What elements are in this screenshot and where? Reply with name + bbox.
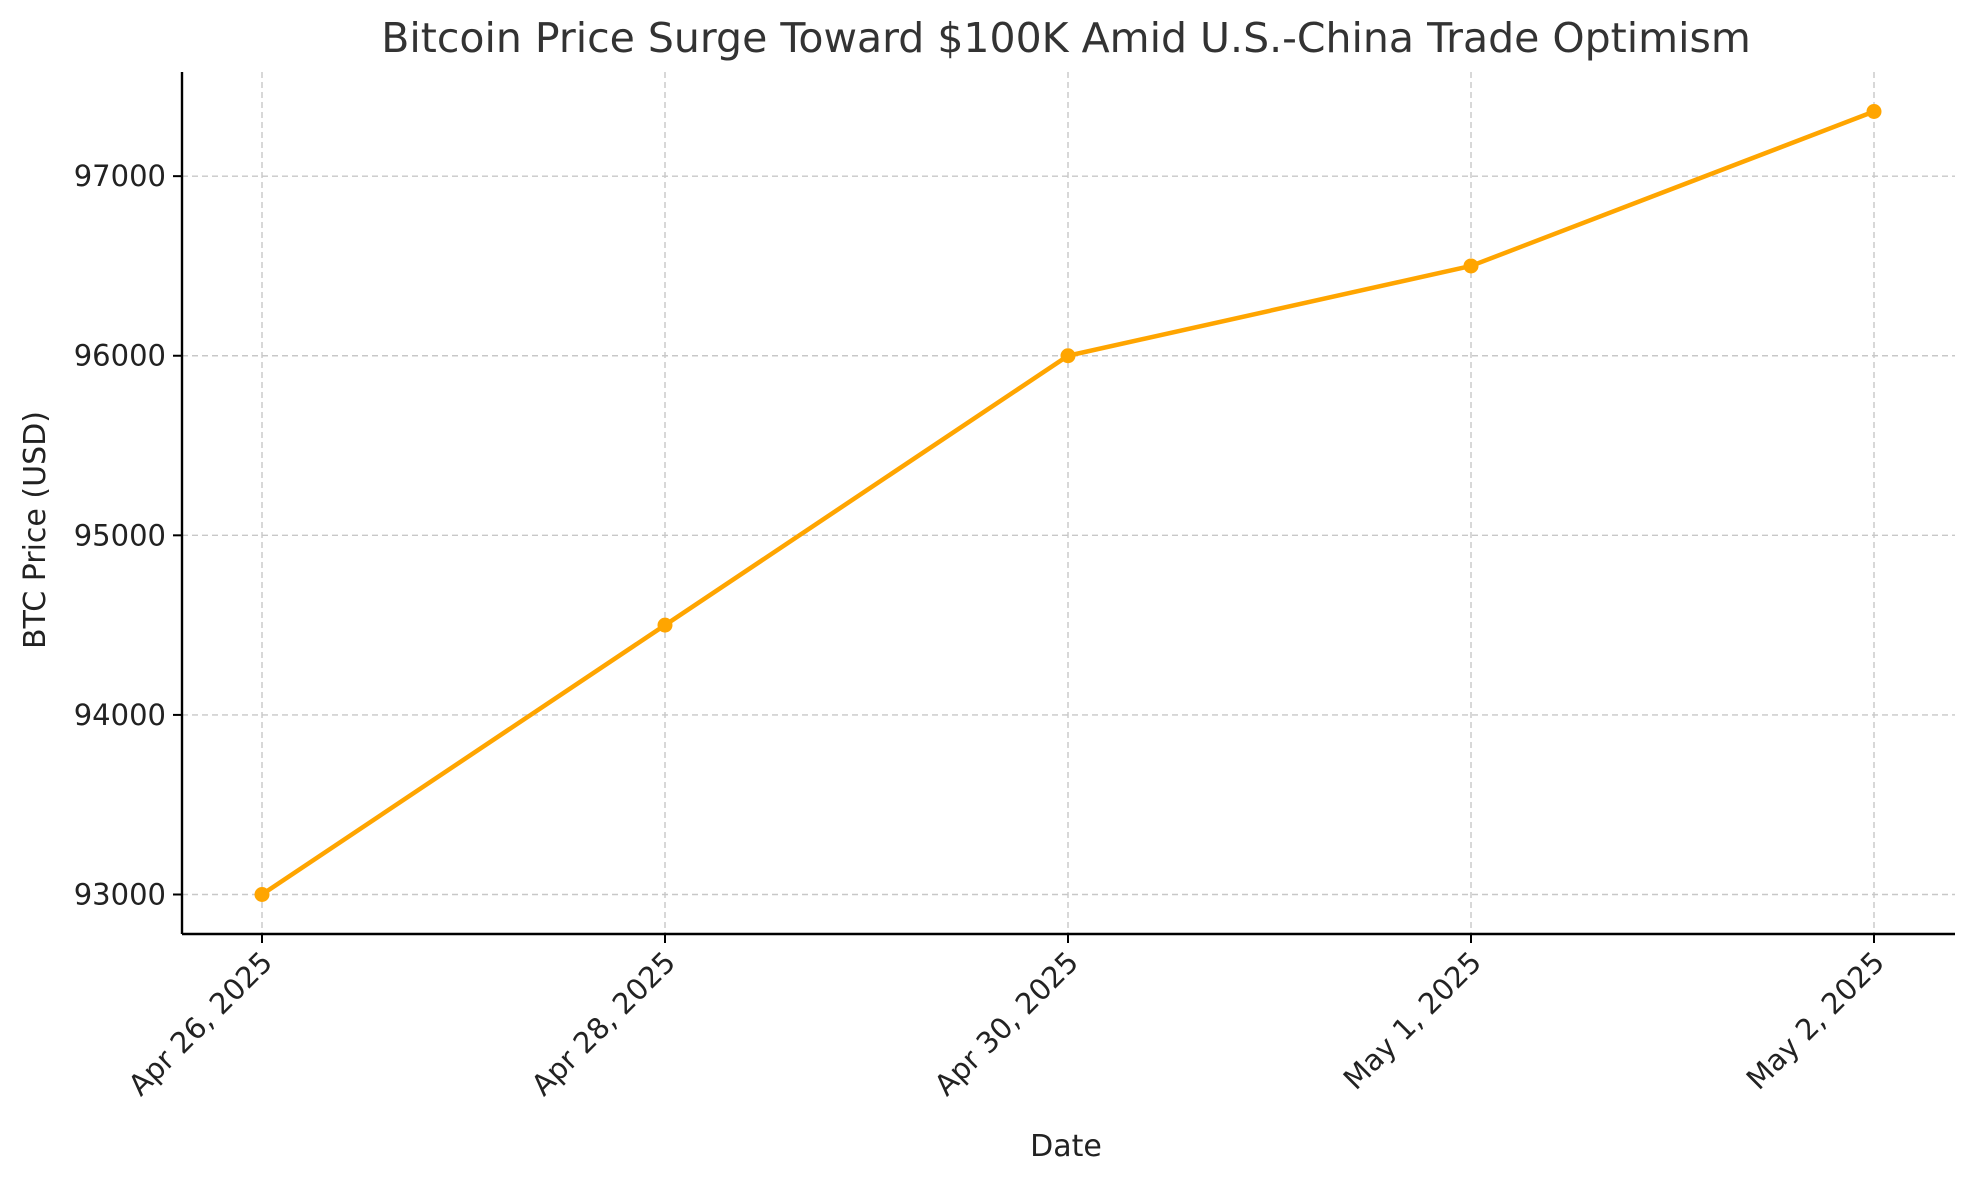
x-axis-label: Date <box>1030 1129 1102 1164</box>
data-point <box>1866 104 1882 120</box>
x-tick-label: May 2, 2025 <box>1740 945 1891 1096</box>
gridlines <box>182 72 1955 934</box>
data-point <box>1463 258 1479 274</box>
data-point <box>254 886 270 902</box>
x-tick-label: Apr 26, 2025 <box>122 945 279 1102</box>
y-tick-label: 97000 <box>74 159 166 193</box>
data-point <box>1060 348 1076 364</box>
y-tick-label: 93000 <box>74 877 166 911</box>
y-tick-label: 95000 <box>74 518 166 552</box>
axes: 93000 94000 95000 96000 97000 Apr 26, 2025 Apr… <box>74 72 1955 1102</box>
x-tick-label: May 1, 2025 <box>1337 945 1488 1096</box>
chart-title: Bitcoin Price Surge Toward $100K Amid U.… <box>381 14 1751 62</box>
y-tick-label: 94000 <box>74 698 166 732</box>
x-tick-label: Apr 28, 2025 <box>525 945 682 1102</box>
y-axis-label: BTC Price (USD) <box>18 411 53 649</box>
x-tick-label: Apr 30, 2025 <box>928 945 1085 1102</box>
series-layer <box>254 104 1882 902</box>
y-tick-label: 96000 <box>74 339 166 373</box>
data-point <box>657 617 673 633</box>
